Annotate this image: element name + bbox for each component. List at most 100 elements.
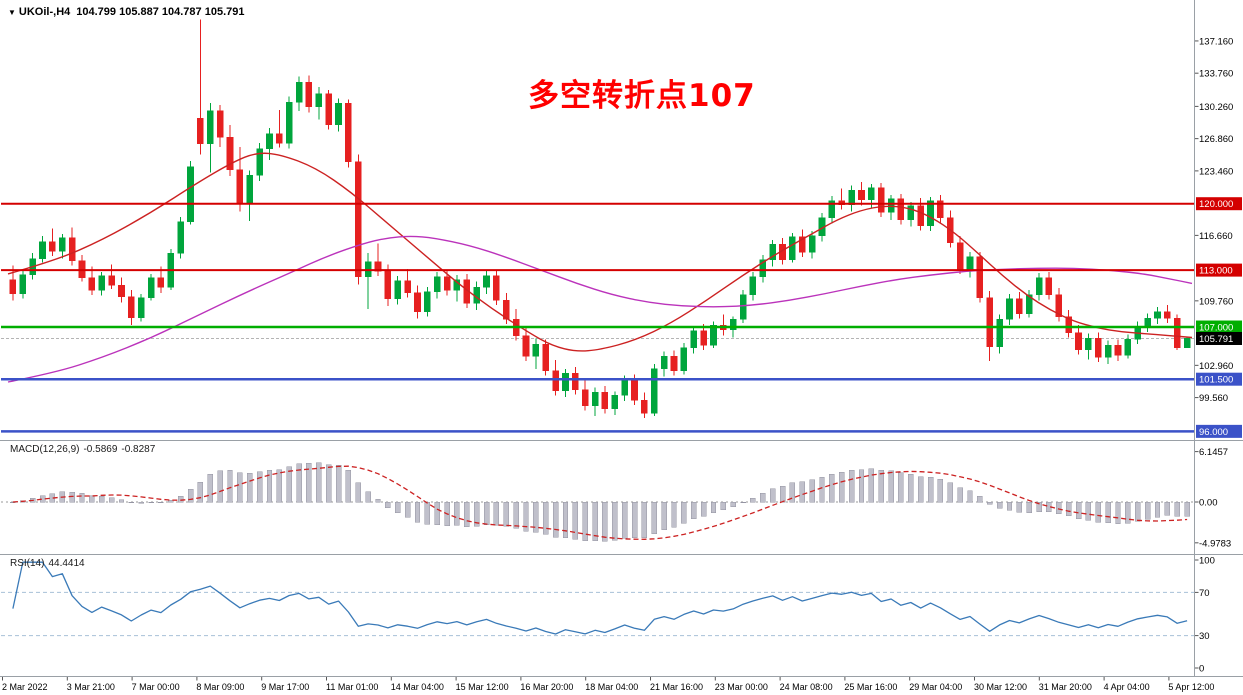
price-tick-label: 130.260: [1199, 102, 1233, 113]
time-axis-label: 2 Mar 2022: [2, 682, 48, 692]
candle: [769, 239, 776, 267]
candle: [49, 228, 56, 256]
annotation-text[interactable]: 多空转折点107: [528, 78, 756, 114]
candle: [9, 265, 17, 301]
current-price-box: 105.791: [1196, 331, 1242, 345]
macd-axis-label: 0.00: [1199, 498, 1218, 509]
candle: [542, 339, 550, 376]
time-axis-label: 15 Mar 12:00: [456, 682, 509, 692]
candle: [1144, 313, 1151, 332]
macd-axis-label: 6.1457: [1199, 447, 1228, 458]
horizontal-lines-layer[interactable]: 120.000 113.000 107.000 101.500 96.000: [1, 197, 1242, 438]
candle: [1124, 334, 1132, 359]
time-axis-label: 21 Mar 16:00: [650, 682, 703, 692]
candle: [68, 227, 76, 266]
candle: [433, 272, 441, 299]
candle: [996, 314, 1003, 354]
svg-text:113.000: 113.000: [1199, 266, 1233, 277]
candle: [128, 290, 135, 326]
panel-borders: [0, 0, 1243, 677]
candle: [236, 146, 244, 212]
time-axis-label: 30 Mar 12:00: [974, 682, 1027, 692]
candle: [285, 96, 293, 149]
candle: [295, 76, 303, 111]
candle: [335, 98, 342, 132]
rsi-axis-label: 100: [1199, 556, 1215, 567]
candle: [532, 338, 540, 369]
macd-panel: 6.1457 0.00 -4.9783: [1, 447, 1231, 549]
price-tick-label: 137.160: [1199, 36, 1233, 47]
candle: [798, 229, 806, 257]
price-label-96.000: 96.000: [1196, 424, 1242, 438]
candle: [680, 343, 688, 375]
candle: [354, 154, 362, 285]
candle: [927, 197, 934, 232]
macd-main-value: -0.5869: [83, 444, 118, 455]
candle: [98, 272, 106, 296]
candle: [177, 216, 184, 259]
macd-name: MACD(12,26,9): [10, 444, 80, 455]
price-tick-label: 133.760: [1199, 69, 1233, 80]
candle: [1035, 272, 1043, 301]
candle: [877, 182, 885, 217]
candle: [276, 109, 283, 148]
candle: [897, 194, 905, 225]
candle: [591, 387, 599, 417]
candle: [670, 350, 678, 376]
candle: [581, 379, 589, 411]
price-axis[interactable]: 137.160 133.760 130.260 126.860 123.460 116.6…: [1194, 36, 1234, 404]
candle: [246, 170, 254, 221]
candle: [1085, 333, 1092, 360]
candle: [58, 234, 66, 259]
macd-signal-line: [12, 465, 1188, 540]
candle: [522, 327, 530, 362]
candle: [404, 269, 411, 298]
time-axis-label: 29 Mar 04:00: [909, 682, 962, 692]
time-axis-label: 23 Mar 00:00: [715, 682, 768, 692]
candle: [147, 273, 155, 301]
candle: [1104, 340, 1112, 365]
time-axis[interactable]: 2 Mar 2022 3 Mar 21:00 7 Mar 00:00 8 Mar 09…: [2, 677, 1214, 692]
time-axis-label: 31 Mar 20:00: [1039, 682, 1092, 692]
price-tick-label: 99.560: [1199, 393, 1228, 404]
candle: [414, 285, 421, 319]
time-axis-label: 16 Mar 20:00: [520, 682, 573, 692]
candle: [739, 290, 747, 324]
candle: [976, 252, 984, 303]
candle: [966, 252, 974, 278]
candle: [325, 89, 332, 130]
collapse-icon[interactable]: ▼: [8, 8, 16, 17]
ma-magenta-line: [7, 235, 1193, 383]
price-label-120.000: 120.000: [1196, 197, 1242, 211]
candle: [572, 366, 579, 395]
price-tick-label: 123.460: [1199, 166, 1233, 177]
candle: [1075, 325, 1082, 355]
candle: [19, 270, 27, 299]
candle: [78, 254, 86, 282]
time-axis-label: 24 Mar 08:00: [780, 682, 833, 692]
time-axis-label: 7 Mar 00:00: [132, 682, 180, 692]
candle: [887, 195, 895, 220]
rsi-panel: 100 70 30 0: [1, 556, 1215, 675]
candle: [206, 103, 214, 173]
candle: [611, 391, 619, 416]
price-label-113.000: 113.000: [1196, 263, 1242, 277]
svg-text:120.000: 120.000: [1199, 199, 1233, 210]
candle: [937, 195, 944, 223]
candle: [108, 264, 115, 290]
candle: [552, 360, 559, 396]
candle: [315, 87, 323, 120]
candle: [690, 326, 698, 354]
time-axis-label: 5 Apr 12:00: [1168, 682, 1214, 692]
candle: [1114, 339, 1122, 362]
time-axis-label: 18 Mar 04:00: [585, 682, 638, 692]
rsi-axis-label: 0: [1199, 664, 1204, 675]
candle: [907, 201, 915, 227]
ma-red-line: [7, 152, 1193, 352]
candle: [650, 364, 658, 417]
candle: [483, 271, 490, 294]
macd-histogram: [10, 462, 1190, 542]
candle: [493, 271, 500, 306]
